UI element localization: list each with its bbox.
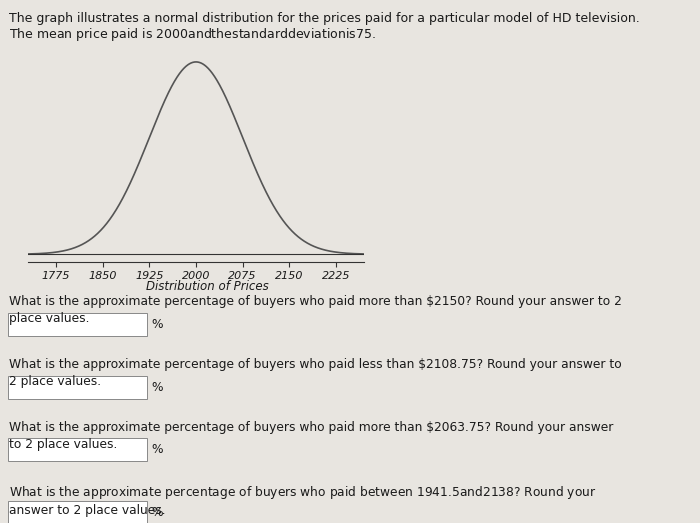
Text: The mean price paid is $2000 and the standard deviation is $75.: The mean price paid is $2000 and the sta… <box>9 26 376 43</box>
Text: %: % <box>151 381 162 393</box>
Text: What is the approximate percentage of buyers who paid less than $2108.75? Round : What is the approximate percentage of bu… <box>9 358 622 388</box>
Text: %: % <box>151 506 162 519</box>
Text: What is the approximate percentage of buyers who paid more than $2063.75? Round : What is the approximate percentage of bu… <box>9 421 613 450</box>
Text: What is the approximate percentage of buyers who paid between $1941.5 and $2138?: What is the approximate percentage of bu… <box>9 484 596 517</box>
Text: %: % <box>151 444 162 456</box>
Text: %: % <box>151 318 162 331</box>
Text: Distribution of Prices: Distribution of Prices <box>146 280 268 293</box>
Text: What is the approximate percentage of buyers who paid more than $2150? Round you: What is the approximate percentage of bu… <box>9 295 622 325</box>
Text: The graph illustrates a normal distribution for the prices paid for a particular: The graph illustrates a normal distribut… <box>9 12 640 25</box>
